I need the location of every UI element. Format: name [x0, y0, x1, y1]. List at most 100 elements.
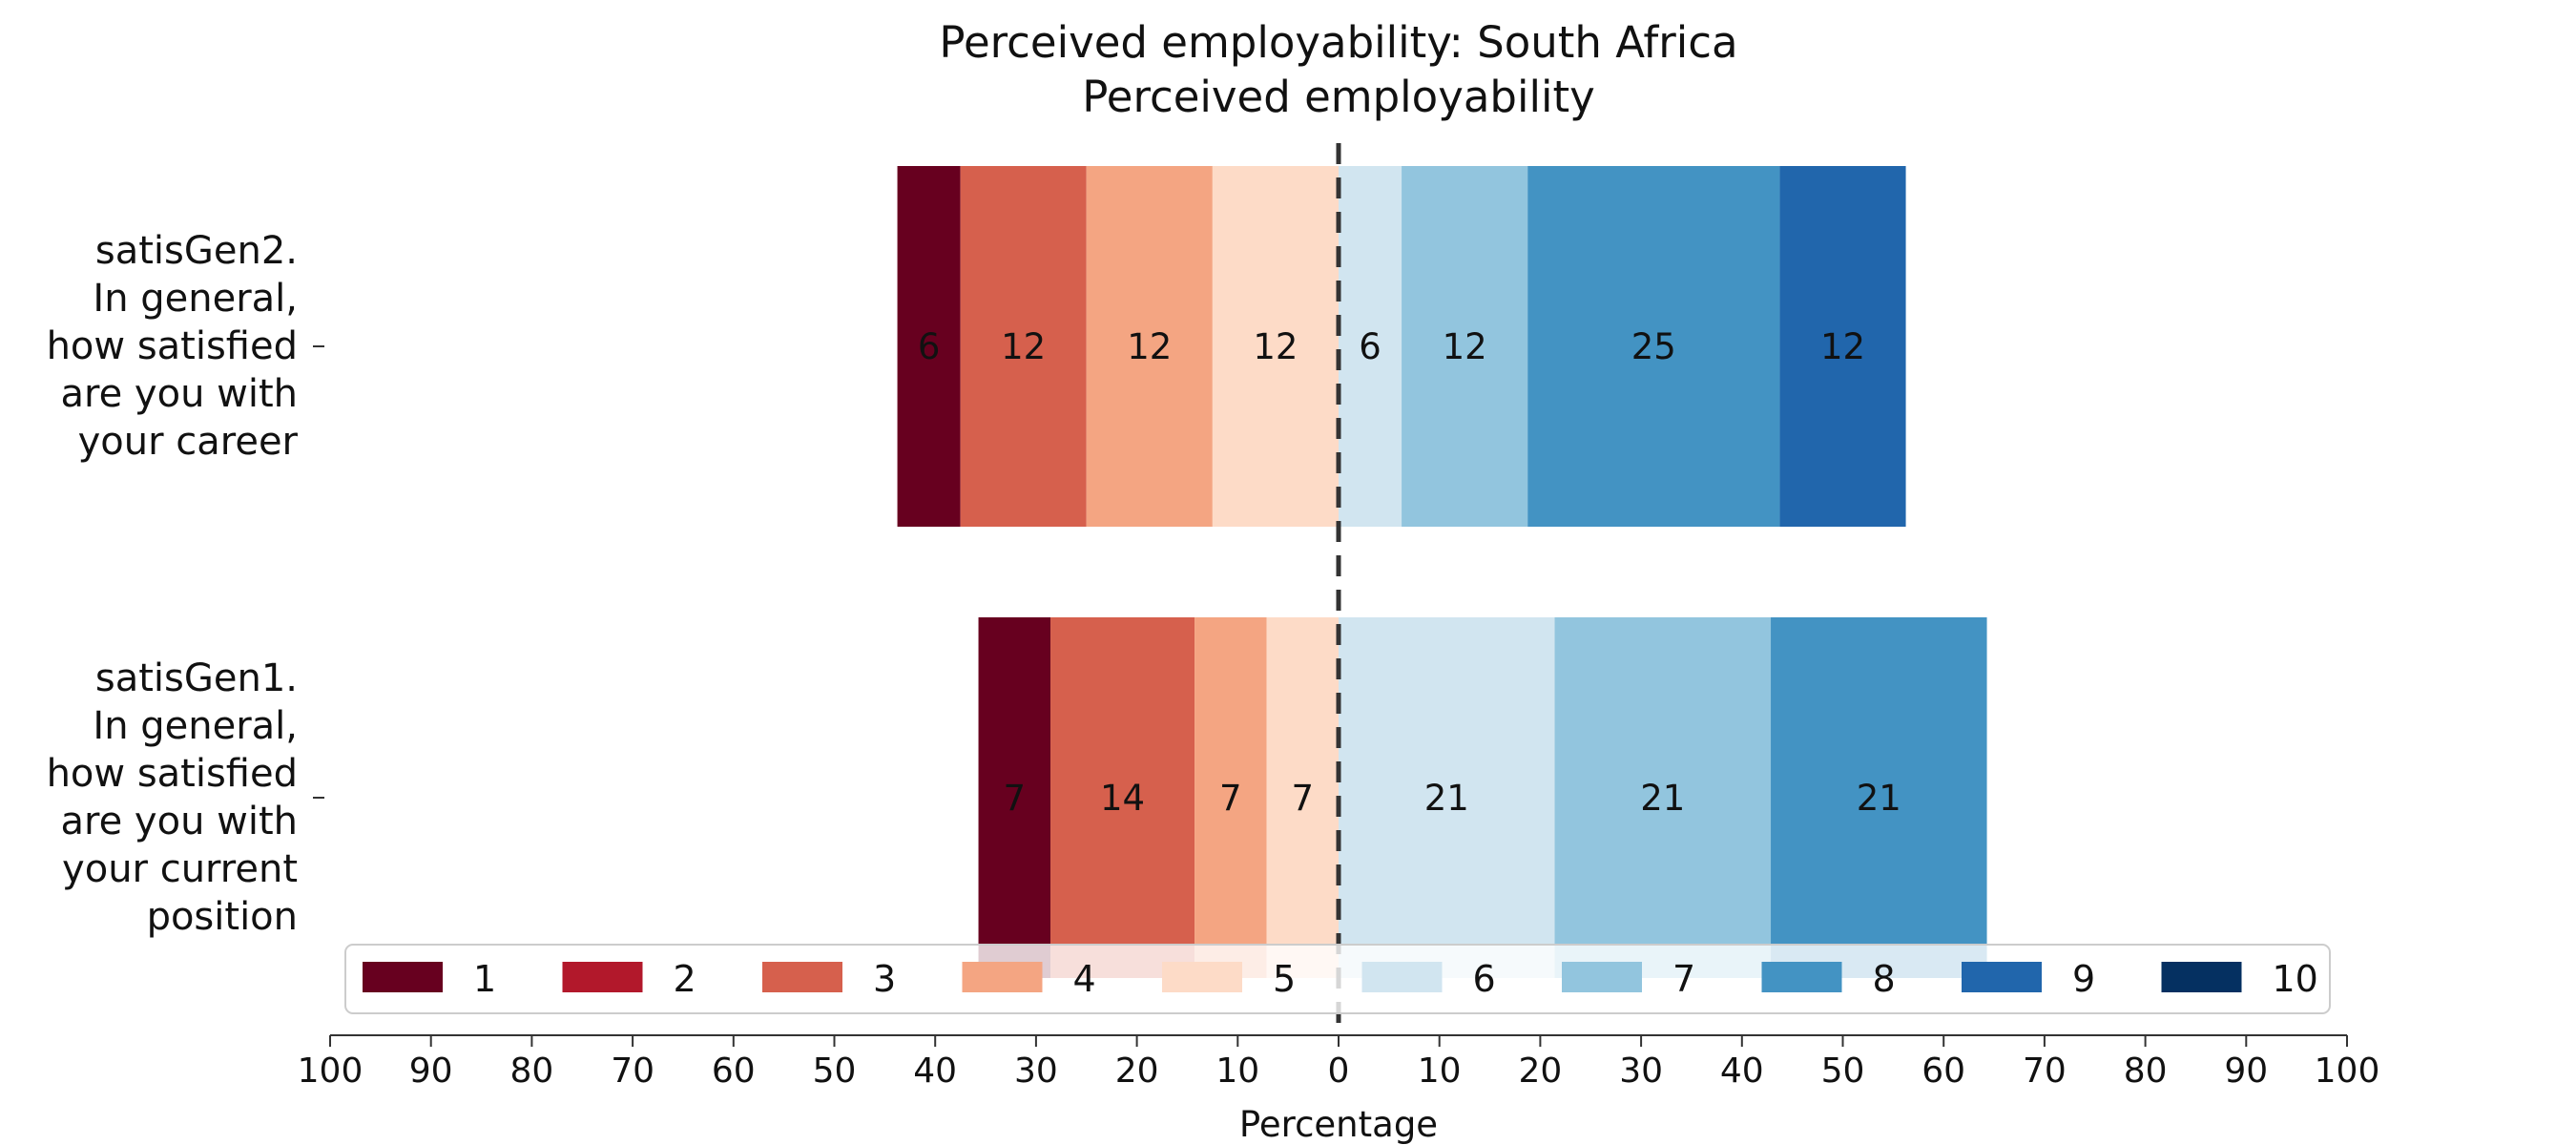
category-label-line: your career: [78, 420, 299, 464]
legend-swatch: [1162, 962, 1242, 992]
legend-item: 6: [1361, 958, 1496, 1000]
legend-label: 10: [2273, 958, 2318, 1000]
category-label-line: your current: [62, 847, 298, 891]
bar-value-label: 12: [1127, 326, 1172, 367]
x-tick-label: 30: [1619, 1051, 1663, 1091]
bar-segment: [897, 166, 961, 527]
legend-label: 9: [2072, 958, 2095, 1000]
category-label-line: satisGen1.: [95, 656, 298, 700]
chart-subtitle: Perceived employability: [1082, 72, 1595, 122]
legend: 1 2 3 4 5 6 7 8 9 10: [344, 944, 2331, 1014]
category-label-line: satisGen2.: [95, 229, 298, 273]
bar-segment: [1339, 617, 1555, 978]
x-tick-label: 100: [298, 1051, 364, 1091]
x-tick-label: 20: [1115, 1051, 1159, 1091]
bar-segment: [1050, 617, 1195, 978]
category-label-line: position: [147, 895, 298, 939]
legend-item: 8: [1761, 958, 1896, 1000]
bar-value-label: 7: [1004, 778, 1027, 819]
bar-value-label: 6: [918, 326, 941, 367]
legend-item: 10: [2161, 958, 2318, 1000]
legend-swatch: [962, 962, 1043, 992]
bar-value-label: 21: [1424, 778, 1469, 819]
bar-segment: [1212, 166, 1339, 527]
x-tick-label: 50: [1821, 1051, 1865, 1091]
x-tick-label: 50: [813, 1051, 857, 1091]
x-axis-label: Percentage: [1239, 1104, 1438, 1145]
chart-title: Perceived employability: South Africa: [939, 17, 1737, 68]
legend-swatch: [1962, 962, 2042, 992]
bar-segment: [1402, 166, 1528, 527]
legend-label: 2: [674, 958, 696, 1000]
bar-value-label: 7: [1291, 778, 1314, 819]
legend-label: 1: [473, 958, 496, 1000]
legend-label: 5: [1273, 958, 1296, 1000]
category-labels: satisGen2. In general, how satisfied are yo…: [47, 229, 324, 939]
bar-value-label: 12: [1001, 326, 1046, 367]
x-tick-label: 60: [712, 1051, 756, 1091]
category-label-line: In general,: [93, 277, 298, 321]
bar-segment: [978, 617, 1051, 978]
bar-segment: [1266, 617, 1339, 978]
x-tick-label: 40: [913, 1051, 957, 1091]
legend-item: 7: [1562, 958, 1695, 1000]
x-tick-label: 80: [509, 1051, 553, 1091]
bar-value-label: 21: [1857, 778, 1901, 819]
x-axis: 100 90 80 70 60 50 40 30 20 10 0 10 20 30 40 50 60 70 80 90…: [298, 1034, 2380, 1091]
bar-value-label: 12: [1820, 326, 1865, 367]
x-tick-label: 10: [1215, 1051, 1259, 1091]
bar-segment: [960, 166, 1087, 527]
bar-segment: [1339, 166, 1402, 527]
legend-label: 6: [1473, 958, 1496, 1000]
x-tick-label: 0: [1328, 1051, 1350, 1091]
bar-value-label: 12: [1443, 326, 1487, 367]
bar-value-label: 7: [1219, 778, 1242, 819]
x-tick-label: 10: [1418, 1051, 1462, 1091]
bar-segment: [1554, 617, 1772, 978]
bar-segment: [1779, 166, 1906, 527]
category-label-line: In general,: [93, 704, 298, 748]
legend-label: 4: [1073, 958, 1096, 1000]
legend-item: 3: [762, 958, 896, 1000]
category-label: satisGen1. In general, how satisfied are yo…: [47, 656, 298, 939]
legend-item: 9: [1962, 958, 2095, 1000]
bar-group: 6 12 12 12 6 12 25 12: [897, 166, 1906, 527]
legend-swatch: [1761, 962, 1842, 992]
x-tick-label: 30: [1014, 1051, 1058, 1091]
x-tick-label: 80: [2124, 1051, 2168, 1091]
category-label: satisGen2. In general, how satisfied are yo…: [47, 229, 299, 464]
bar-value-label: 25: [1631, 326, 1676, 367]
bar-segment: [1086, 166, 1213, 527]
x-tick-label: 90: [409, 1051, 453, 1091]
legend-item: 1: [363, 958, 496, 1000]
legend-label: 8: [1873, 958, 1896, 1000]
legend-item: 4: [962, 958, 1096, 1000]
legend-label: 7: [1672, 958, 1695, 1000]
legend-label: 3: [873, 958, 896, 1000]
legend-item: 2: [562, 958, 696, 1000]
legend-swatch: [562, 962, 643, 992]
x-tick-label: 70: [2023, 1051, 2067, 1091]
bar-value-label: 14: [1100, 778, 1145, 819]
legend-swatch: [363, 962, 443, 992]
legend-swatch: [2161, 962, 2242, 992]
x-tick-label: 70: [611, 1051, 654, 1091]
bar-segment: [1771, 617, 1987, 978]
category-label-line: are you with: [61, 800, 298, 843]
x-tick-label: 100: [2315, 1051, 2380, 1091]
legend-swatch: [1361, 962, 1443, 992]
x-tick-label: 20: [1518, 1051, 1562, 1091]
x-tick-label: 90: [2224, 1051, 2268, 1091]
x-tick-label: 60: [1922, 1051, 1965, 1091]
legend-item: 5: [1162, 958, 1296, 1000]
category-label-line: how satisfied: [47, 324, 298, 368]
bars-layer: 6 12 12 12 6 12 25 12 7 14 7 7 21 21 21: [897, 143, 1987, 1035]
bar-value-label: 12: [1253, 326, 1298, 367]
category-label-line: how satisfied: [47, 752, 298, 796]
legend-swatch: [762, 962, 842, 992]
legend-swatch: [1562, 962, 1642, 992]
bar-value-label: 6: [1359, 326, 1381, 367]
category-label-line: are you with: [61, 372, 298, 416]
